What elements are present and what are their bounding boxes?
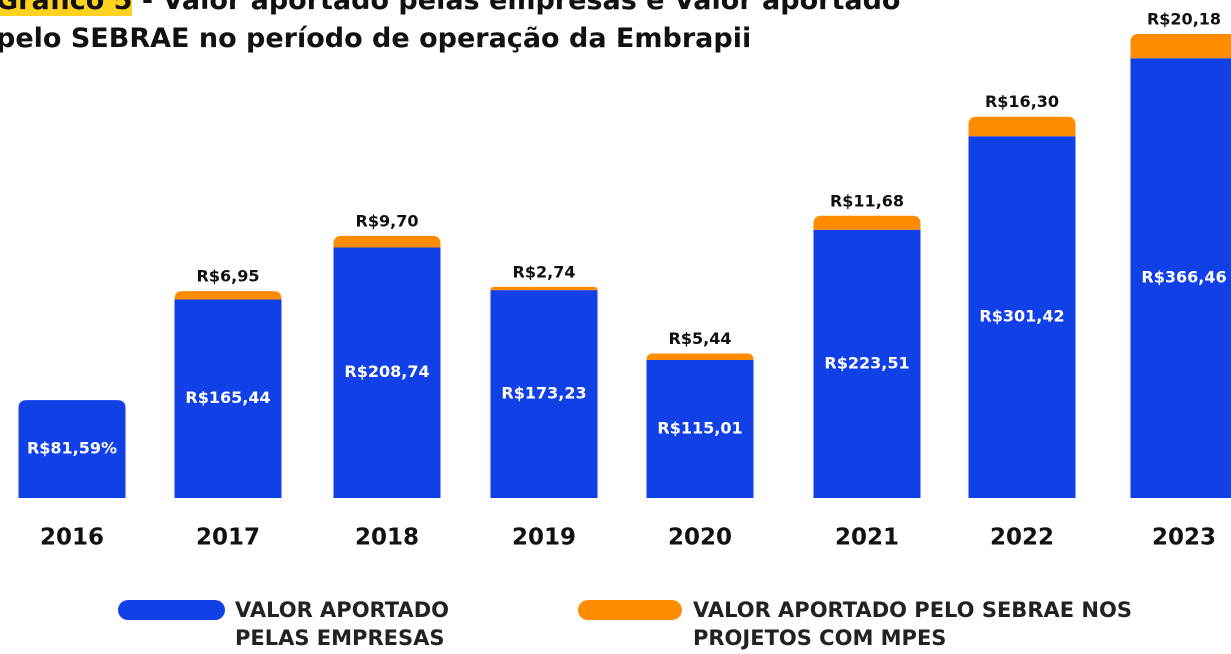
bar-segment	[1130, 58, 1231, 498]
legend-label: VALOR APORTADO PELAS EMPRESAS	[235, 598, 449, 650]
chart-title: Gráfico 5 - Valor aportado pelas empresa…	[0, 0, 900, 58]
bar-segment	[490, 286, 598, 291]
title-line: Gráfico 5 - Valor aportado pelas empresa…	[0, 0, 900, 20]
value-label: R$9,70	[356, 211, 419, 230]
bar-segment	[968, 116, 1076, 137]
value-label: R$6,95	[197, 267, 260, 286]
legend-swatch	[118, 600, 225, 620]
x-tick-label: 2023	[1152, 525, 1216, 551]
x-tick-label: 2020	[668, 525, 732, 551]
bar-segment	[968, 136, 1076, 498]
title-line: pelo SEBRAE no período de operação da Em…	[0, 23, 752, 54]
value-label: R$11,68	[830, 191, 904, 210]
value-label: R$2,74	[513, 262, 576, 281]
bar-segment	[174, 299, 282, 498]
bar-segment	[813, 215, 921, 230]
value-label: R$115,01	[657, 418, 742, 437]
title-text: - Valor aportado pelas empresas e Valor …	[132, 0, 901, 16]
x-tick-label: 2018	[355, 525, 419, 551]
value-label: R$223,51	[824, 353, 909, 372]
value-label: R$173,23	[501, 384, 586, 403]
value-label: R$5,44	[669, 329, 732, 348]
value-label: R$16,30	[985, 92, 1059, 111]
value-label: R$208,74	[344, 362, 429, 381]
legend-swatch	[578, 600, 682, 620]
bar-segment	[1130, 34, 1231, 59]
value-label: R$165,44	[185, 388, 270, 407]
x-tick-label: 2016	[40, 525, 104, 551]
bar-segment	[646, 359, 754, 498]
bar-segment	[174, 291, 282, 300]
x-tick-label: 2022	[990, 525, 1054, 551]
bar-segment	[813, 229, 921, 498]
bar-segment	[646, 353, 754, 360]
x-tick-label: 2021	[835, 525, 899, 551]
bar-segment	[18, 400, 126, 498]
value-label: R$20,18	[1147, 10, 1221, 29]
value-label: R$366,46	[1141, 268, 1226, 287]
x-tick-label: 2017	[196, 525, 260, 551]
value-label: R$301,42	[979, 307, 1064, 326]
value-label: R$81,59%	[27, 439, 117, 458]
title-label: Gráfico 5	[0, 0, 133, 16]
bar-segment	[333, 235, 441, 248]
bar-segment	[333, 247, 441, 498]
x-tick-label: 2019	[512, 525, 576, 551]
bar-segment	[490, 290, 598, 498]
legend-label: VALOR APORTADO PELO SEBRAE NOS PROJETOS …	[693, 598, 1132, 650]
